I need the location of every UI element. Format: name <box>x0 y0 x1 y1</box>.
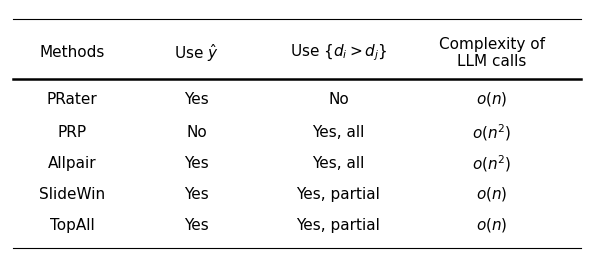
Text: PRP: PRP <box>58 125 87 140</box>
Text: Yes, all: Yes, all <box>312 125 365 140</box>
Text: Complexity of
LLM calls: Complexity of LLM calls <box>439 37 545 69</box>
Text: Yes, all: Yes, all <box>312 156 365 171</box>
Text: Methods: Methods <box>40 45 105 60</box>
Text: $o(n)$: $o(n)$ <box>476 216 508 234</box>
Text: $o(n)$: $o(n)$ <box>476 90 508 108</box>
Text: $o(n^2)$: $o(n^2)$ <box>472 153 512 174</box>
Text: Yes, partial: Yes, partial <box>296 218 380 233</box>
Text: Allpair: Allpair <box>48 156 97 171</box>
Text: PRater: PRater <box>47 92 97 107</box>
Text: Use $\hat{y}$: Use $\hat{y}$ <box>174 42 219 64</box>
Text: No: No <box>186 125 207 140</box>
Text: SlideWin: SlideWin <box>39 187 105 202</box>
Text: No: No <box>328 92 349 107</box>
Text: Yes: Yes <box>184 156 209 171</box>
Text: Yes, partial: Yes, partial <box>296 187 380 202</box>
Text: TopAll: TopAll <box>50 218 94 233</box>
Text: $o(n)$: $o(n)$ <box>476 185 508 203</box>
Text: Yes: Yes <box>184 92 209 107</box>
Text: $o(n^2)$: $o(n^2)$ <box>472 122 512 143</box>
Text: Use $\{d_i > d_j\}$: Use $\{d_i > d_j\}$ <box>289 43 387 63</box>
Text: Yes: Yes <box>184 187 209 202</box>
Text: Yes: Yes <box>184 218 209 233</box>
